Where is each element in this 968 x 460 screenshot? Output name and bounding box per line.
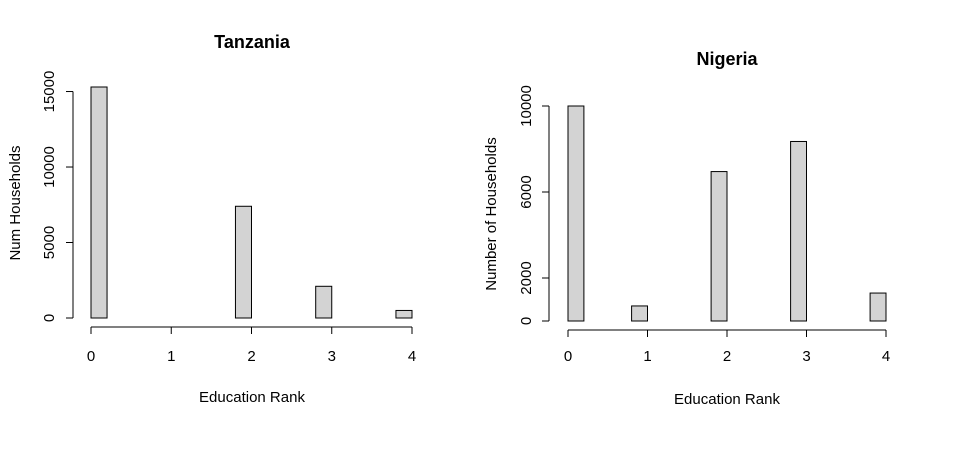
x-tick-label: 4 xyxy=(408,348,416,365)
bars xyxy=(567,105,887,322)
y-tick-label: 15000 xyxy=(41,71,58,113)
x-tick-label: 0 xyxy=(564,348,572,365)
y-tick-label: 0 xyxy=(41,314,58,322)
tanzania-chart: Tanzania Education Rank Num Households 0… xyxy=(7,32,416,406)
bar xyxy=(395,309,413,319)
x-tick-label: 1 xyxy=(643,348,651,365)
y-tick-label: 6000 xyxy=(518,175,535,208)
y-tick-label: 10000 xyxy=(41,146,58,188)
bar xyxy=(567,105,585,322)
x-tick-label: 2 xyxy=(247,348,255,365)
y-axis-label: Number of Households xyxy=(483,137,500,290)
y-tick-label: 10000 xyxy=(518,85,535,127)
bar xyxy=(710,171,728,322)
x-tick-label: 1 xyxy=(167,348,175,365)
x-axis-label: Education Rank xyxy=(674,391,780,408)
nigeria-chart: Nigeria Education Rank Number of Househo… xyxy=(483,49,890,408)
x-tick-label: 4 xyxy=(882,348,890,365)
bar xyxy=(90,86,108,319)
bar xyxy=(234,205,252,319)
bar xyxy=(631,305,648,322)
y-tick-label: 2000 xyxy=(518,261,535,294)
x-tick-label: 3 xyxy=(328,348,336,365)
x-tick-label: 0 xyxy=(87,348,95,365)
x-axis-label: Education Rank xyxy=(199,389,305,406)
x-tick-label: 2 xyxy=(723,348,731,365)
chart-title: Tanzania xyxy=(214,32,291,52)
y-tick-label: 0 xyxy=(518,317,535,325)
y-tick-label: 5000 xyxy=(41,226,58,259)
x-tick-label: 3 xyxy=(802,348,810,365)
chart-title: Nigeria xyxy=(696,49,758,69)
x-axis: 0 1 2 3 4 xyxy=(87,326,416,365)
bar xyxy=(315,285,333,319)
x-axis: 0 1 2 3 4 xyxy=(564,329,890,365)
bars xyxy=(90,86,413,319)
bar xyxy=(869,292,887,322)
y-axis-label: Num Households xyxy=(7,145,24,260)
bar xyxy=(790,140,807,322)
y-axis: 0 2000 6000 10000 xyxy=(518,85,550,325)
y-axis: 0 5000 10000 15000 xyxy=(41,71,74,322)
